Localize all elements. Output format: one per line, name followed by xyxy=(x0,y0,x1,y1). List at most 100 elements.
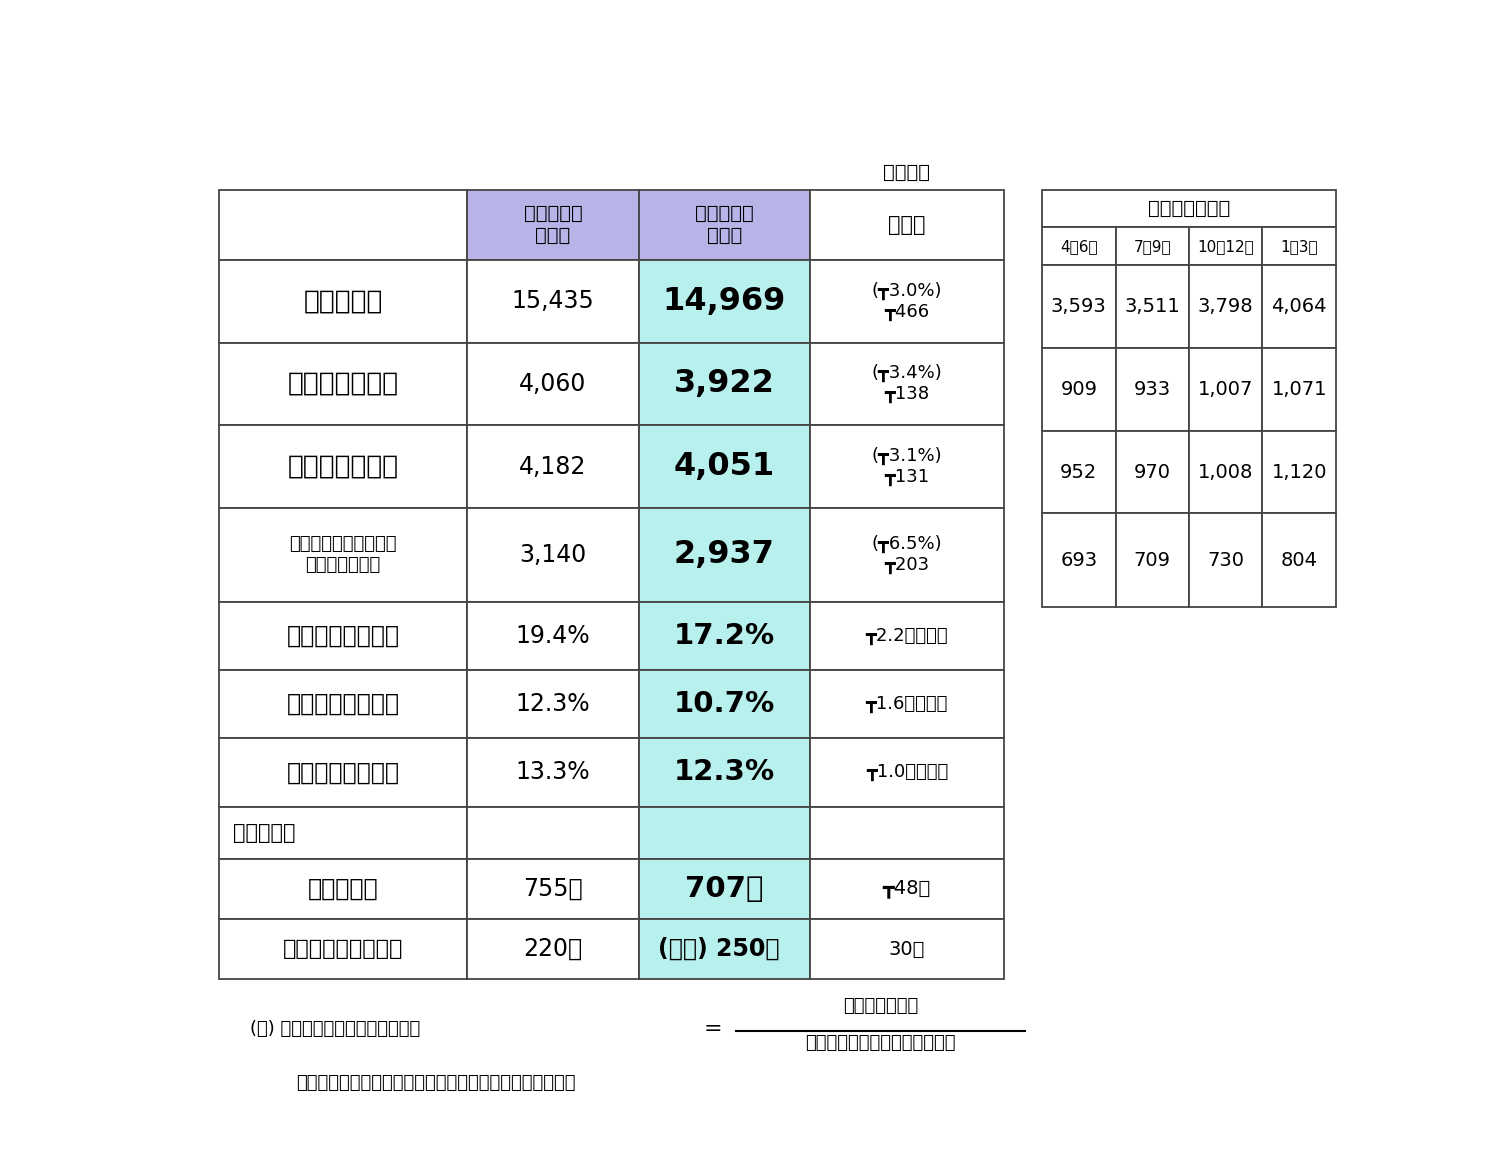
Text: 3,511: 3,511 xyxy=(1125,297,1180,317)
Text: 税引後営業利益: 税引後営業利益 xyxy=(843,997,918,1015)
Bar xyxy=(639,342,810,425)
Text: 4,051: 4,051 xyxy=(673,451,774,482)
Bar xyxy=(810,919,1004,979)
Text: ２０２０年
３月期: ２０２０年 ３月期 xyxy=(524,204,582,245)
Bar xyxy=(1189,514,1262,607)
Text: 10～12月: 10～12月 xyxy=(1198,238,1255,253)
Text: 四半期毎の内訳: 四半期毎の内訳 xyxy=(1147,199,1229,218)
Bar xyxy=(810,738,1004,807)
Bar xyxy=(467,919,639,979)
Bar xyxy=(219,508,467,602)
Text: 17.2%: 17.2% xyxy=(673,621,774,649)
Bar xyxy=(219,342,467,425)
Text: ┳1.0ポイント: ┳1.0ポイント xyxy=(865,764,947,781)
Bar xyxy=(1116,265,1189,348)
Bar xyxy=(219,259,467,342)
Text: 3,140: 3,140 xyxy=(519,543,586,566)
Bar xyxy=(467,858,639,919)
Bar xyxy=(639,807,810,858)
Text: 1～3月: 1～3月 xyxy=(1280,238,1317,253)
Text: 増　減: 増 減 xyxy=(888,215,925,235)
Bar xyxy=(1041,189,1335,228)
Bar xyxy=(467,738,639,807)
Bar xyxy=(1262,265,1335,348)
Text: (┳6.5%)
┳203: (┳6.5%) ┳203 xyxy=(871,535,941,575)
Text: 693: 693 xyxy=(1061,550,1098,570)
Bar xyxy=(467,807,639,858)
Text: Ｒ　Ｏ　Ａ（注）: Ｒ Ｏ Ａ（注） xyxy=(286,760,400,785)
Text: 30円: 30円 xyxy=(889,939,925,959)
Text: 純資産＋有利子負債－手持資金: 純資産＋有利子負債－手持資金 xyxy=(806,1034,955,1052)
Text: (予定) 250円: (予定) 250円 xyxy=(658,937,779,961)
Text: 12.3%: 12.3% xyxy=(516,693,591,716)
Bar xyxy=(219,858,467,919)
Bar xyxy=(467,508,639,602)
Bar xyxy=(219,670,467,738)
Text: (┳3.1%)
┳131: (┳3.1%) ┳131 xyxy=(871,447,941,486)
Bar xyxy=(1262,348,1335,431)
Bar xyxy=(1041,348,1116,431)
Bar xyxy=(1262,431,1335,514)
Bar xyxy=(1189,265,1262,348)
Bar xyxy=(639,259,810,342)
Text: 1,071: 1,071 xyxy=(1271,380,1326,398)
Bar xyxy=(467,259,639,342)
Text: 3,798: 3,798 xyxy=(1198,297,1253,317)
Bar xyxy=(1116,514,1189,607)
Text: 4～6月: 4～6月 xyxy=(1059,238,1098,253)
Text: 804: 804 xyxy=(1280,550,1317,570)
Text: ２０２１年
３月期: ２０２１年 ３月期 xyxy=(695,204,753,245)
Bar xyxy=(467,670,639,738)
Bar xyxy=(639,602,810,670)
Text: (┳3.4%)
┳138: (┳3.4%) ┳138 xyxy=(871,364,943,403)
Text: ┳2.2ポイント: ┳2.2ポイント xyxy=(865,627,949,645)
Bar xyxy=(639,508,810,602)
Bar xyxy=(1041,265,1116,348)
Text: （億円）: （億円） xyxy=(883,164,931,182)
Bar xyxy=(810,259,1004,342)
Bar xyxy=(467,189,639,259)
Bar xyxy=(639,670,810,738)
Bar xyxy=(1116,228,1189,265)
Bar xyxy=(219,738,467,807)
Text: 952: 952 xyxy=(1061,463,1098,481)
Text: 730: 730 xyxy=(1207,550,1244,570)
Bar xyxy=(810,602,1004,670)
Text: 3,593: 3,593 xyxy=(1050,297,1107,317)
Bar xyxy=(467,425,639,508)
Text: 親会社株主に帰属する
純　　利　　益: 親会社株主に帰属する 純 利 益 xyxy=(289,535,397,575)
Text: ＲＯＥは自己資本純利益率、ＲＯＡは総資産経常利益率。: ＲＯＥは自己資本純利益率、ＲＯＡは総資産経常利益率。 xyxy=(297,1073,576,1092)
Bar xyxy=(1041,228,1116,265)
Bar xyxy=(1262,514,1335,607)
Text: 4,182: 4,182 xyxy=(519,454,586,479)
Bar xyxy=(810,189,1004,259)
Text: 経　常　利　益: 経 常 利 益 xyxy=(288,453,398,480)
Bar xyxy=(219,189,467,259)
Text: 15,435: 15,435 xyxy=(512,290,594,313)
Text: =: = xyxy=(703,1018,722,1038)
Text: ┳48円: ┳48円 xyxy=(883,880,931,898)
Text: 14,969: 14,969 xyxy=(662,286,786,317)
Text: 220円: 220円 xyxy=(524,937,582,961)
Text: 909: 909 xyxy=(1061,380,1098,398)
Text: 12.3%: 12.3% xyxy=(673,758,774,786)
Text: 年　間　配　当　金: 年 間 配 当 金 xyxy=(283,939,403,959)
Text: 3,922: 3,922 xyxy=(674,368,774,399)
Text: ┳1.6ポイント: ┳1.6ポイント xyxy=(865,695,947,712)
Bar xyxy=(1116,431,1189,514)
Bar xyxy=(1189,348,1262,431)
Text: 売　上　高: 売 上 高 xyxy=(303,288,383,314)
Bar xyxy=(467,342,639,425)
Bar xyxy=(810,508,1004,602)
Bar xyxy=(639,919,810,979)
Text: 営　業　利　益: 営 業 利 益 xyxy=(288,371,398,397)
Text: 970: 970 xyxy=(1134,463,1171,481)
Text: 2,937: 2,937 xyxy=(674,540,774,570)
Text: 13.3%: 13.3% xyxy=(516,760,591,785)
Bar xyxy=(219,807,467,858)
Bar xyxy=(1189,228,1262,265)
Bar xyxy=(1041,514,1116,607)
Text: 4,060: 4,060 xyxy=(519,371,586,396)
Text: 純　利　益: 純 利 益 xyxy=(307,877,379,901)
Text: 10.7%: 10.7% xyxy=(673,690,774,718)
